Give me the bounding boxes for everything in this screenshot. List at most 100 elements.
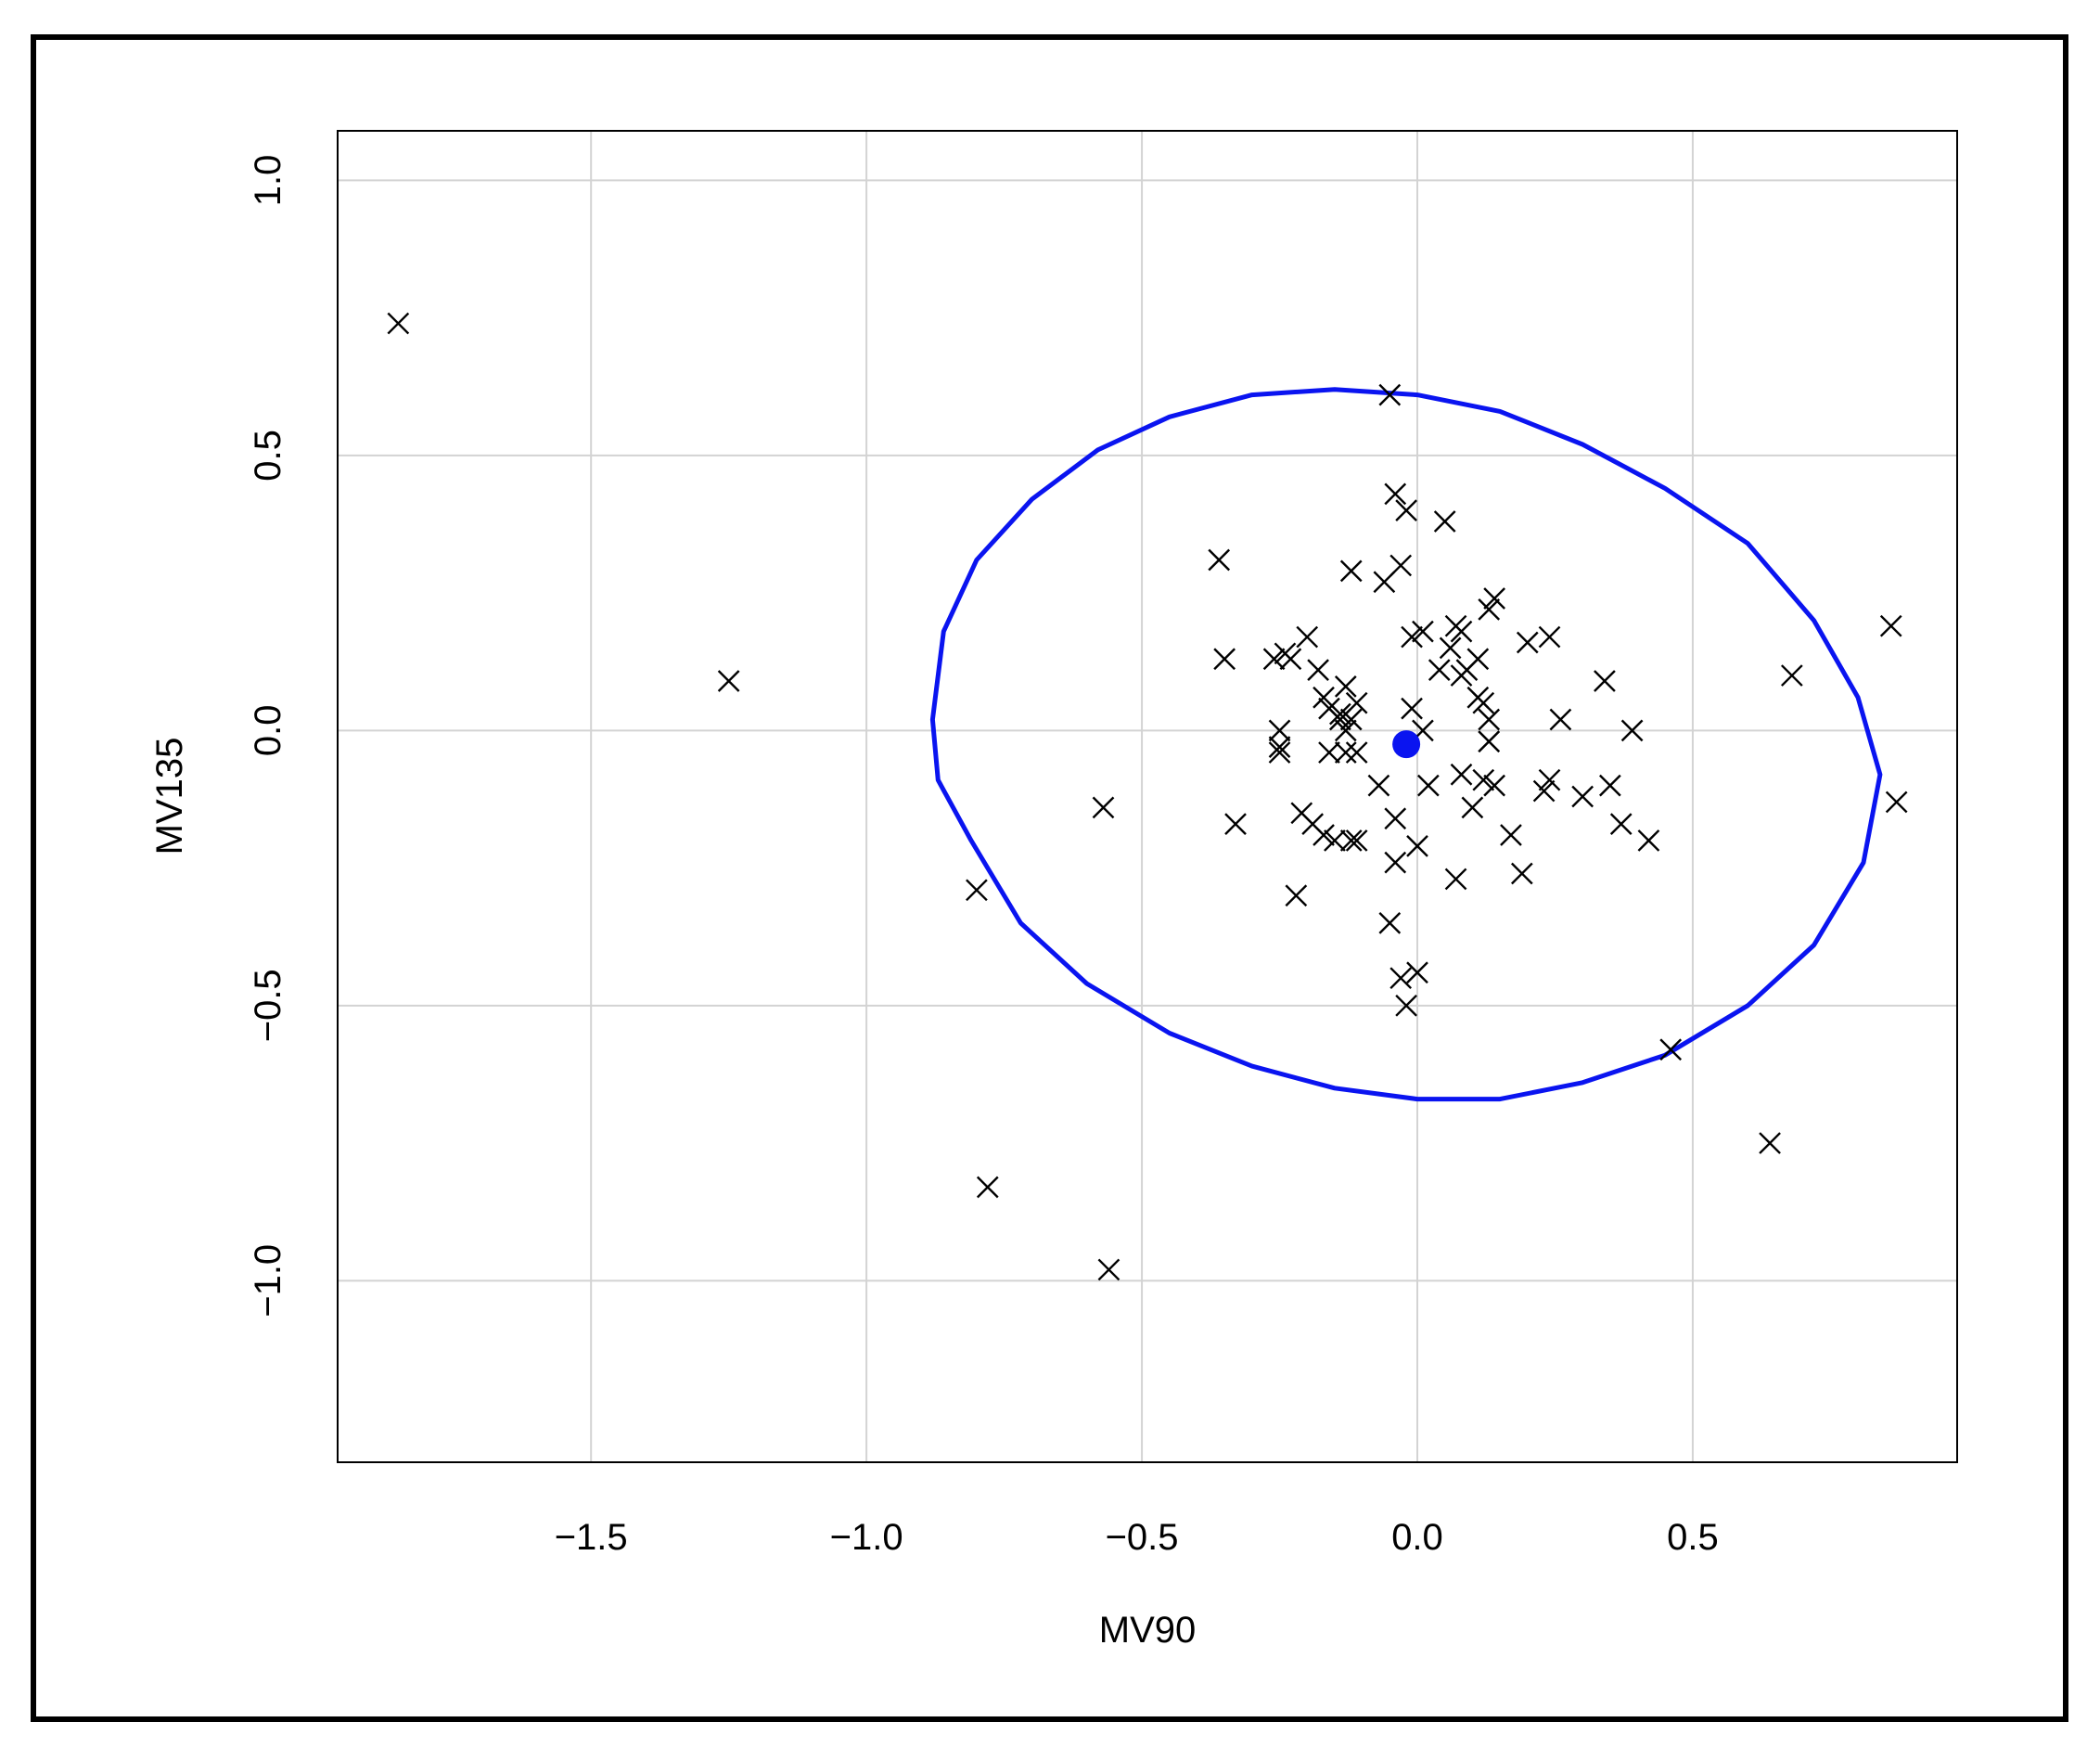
data-point-stroke [1439, 636, 1462, 660]
data-point [1450, 763, 1473, 786]
data-point [1389, 554, 1413, 577]
data-point-stroke [1532, 779, 1556, 803]
data-point-stroke [1444, 868, 1467, 891]
data-point [1439, 636, 1462, 660]
data-point-stroke [1334, 675, 1357, 698]
data-point-stroke [1339, 708, 1363, 731]
data-point-stroke [1268, 741, 1291, 764]
data-point-stroke [1406, 961, 1428, 984]
data-point [1450, 620, 1473, 643]
data-point [1599, 774, 1621, 797]
data-point [1637, 829, 1660, 852]
data-point [1659, 1038, 1683, 1061]
data-point-stroke [1401, 625, 1423, 649]
confidence-ellipse-group [929, 387, 1883, 1102]
data-point-stroke [1279, 648, 1302, 671]
data-point-stroke [1345, 691, 1368, 714]
data-point [1389, 967, 1413, 990]
data-point-stroke [1389, 967, 1413, 990]
data-point [1401, 697, 1423, 720]
data-point-stroke [1318, 741, 1340, 764]
data-point [1549, 708, 1572, 731]
data-point-stroke [1334, 719, 1357, 742]
data-point-stroke [1478, 598, 1501, 621]
data-point-stroke [1378, 912, 1402, 934]
data-point-stroke [1285, 884, 1308, 907]
data-point [1395, 499, 1417, 522]
plot-frame [337, 130, 1958, 1463]
data-point-stroke [1312, 686, 1335, 709]
data-point [1483, 774, 1505, 797]
data-point [387, 312, 410, 335]
data-point-stroke [717, 670, 740, 692]
data-point-stroke [1461, 796, 1484, 819]
data-point [1417, 774, 1440, 797]
data-point-stroke [1599, 774, 1621, 797]
data-point [1384, 807, 1407, 830]
data-point [1428, 659, 1451, 681]
data-point [1339, 708, 1363, 731]
data-point-stroke [1538, 768, 1561, 791]
data-point [1879, 614, 1902, 637]
x-tick-label: 0.0 [1391, 1517, 1443, 1558]
data-point-stroke [1609, 813, 1633, 835]
data-point [1334, 741, 1357, 764]
data-point-stroke [1213, 648, 1236, 671]
data-point-stroke [1345, 829, 1368, 852]
data-point-stroke [1268, 719, 1291, 742]
data-point-stroke [1339, 559, 1363, 583]
data-point-stroke [1478, 708, 1501, 731]
data-point [976, 1176, 999, 1199]
data-point-stroke [1500, 824, 1522, 846]
data-point [1339, 829, 1363, 852]
x-axis-label: MV90 [1099, 1610, 1197, 1651]
data-point-stroke [1478, 730, 1501, 753]
data-point [1208, 548, 1231, 572]
data-point [1307, 659, 1329, 681]
y-axis-label: MV135 [149, 738, 190, 855]
data-point [1268, 736, 1291, 758]
data-point [1395, 994, 1417, 1017]
y-tick-label: −1.0 [248, 1244, 288, 1318]
data-point-stroke [1406, 835, 1428, 857]
data-point-stroke [976, 1176, 999, 1199]
data-point-stroke [1780, 664, 1803, 687]
data-point [1500, 824, 1522, 846]
data-point [1620, 719, 1644, 742]
data-point [1444, 868, 1467, 891]
data-point [1412, 620, 1434, 643]
y-axis-ticks: −1.0 −0.5 0.0 0.5 1.0 [248, 155, 288, 1318]
data-point-stroke [1879, 614, 1902, 637]
data-point [1279, 648, 1302, 671]
data-point-stroke [1268, 736, 1291, 758]
data-point-stroke [1620, 719, 1644, 742]
data-point-stroke [1450, 763, 1473, 786]
data-point-stroke [1307, 659, 1329, 681]
data-point [1345, 691, 1368, 714]
data-point [1472, 768, 1495, 791]
data-point-stroke [1395, 994, 1417, 1017]
data-point-stroke [1549, 708, 1572, 731]
center-point-group [1392, 730, 1421, 759]
data-point [1885, 791, 1908, 814]
x-tick-label: 0.5 [1667, 1517, 1719, 1558]
data-point-stroke [1412, 620, 1434, 643]
data-point [1318, 741, 1340, 764]
data-point-stroke [1378, 383, 1402, 406]
data-point [1097, 1258, 1120, 1281]
data-point [1538, 625, 1561, 649]
data-point-stroke [1594, 670, 1616, 692]
data-point-stroke [1208, 548, 1231, 572]
data-point-stroke [1329, 702, 1351, 726]
data-point [1324, 829, 1346, 852]
data-point [1609, 813, 1633, 835]
data-point-stroke [1301, 813, 1325, 835]
data-point [1466, 648, 1490, 671]
data-point-stroke [1472, 691, 1495, 714]
y-tick-label: 0.5 [248, 430, 288, 482]
data-point-stroke [1483, 587, 1505, 610]
data-point-stroke [1417, 774, 1440, 797]
data-point-stroke [1384, 851, 1407, 874]
data-point [1538, 768, 1561, 791]
